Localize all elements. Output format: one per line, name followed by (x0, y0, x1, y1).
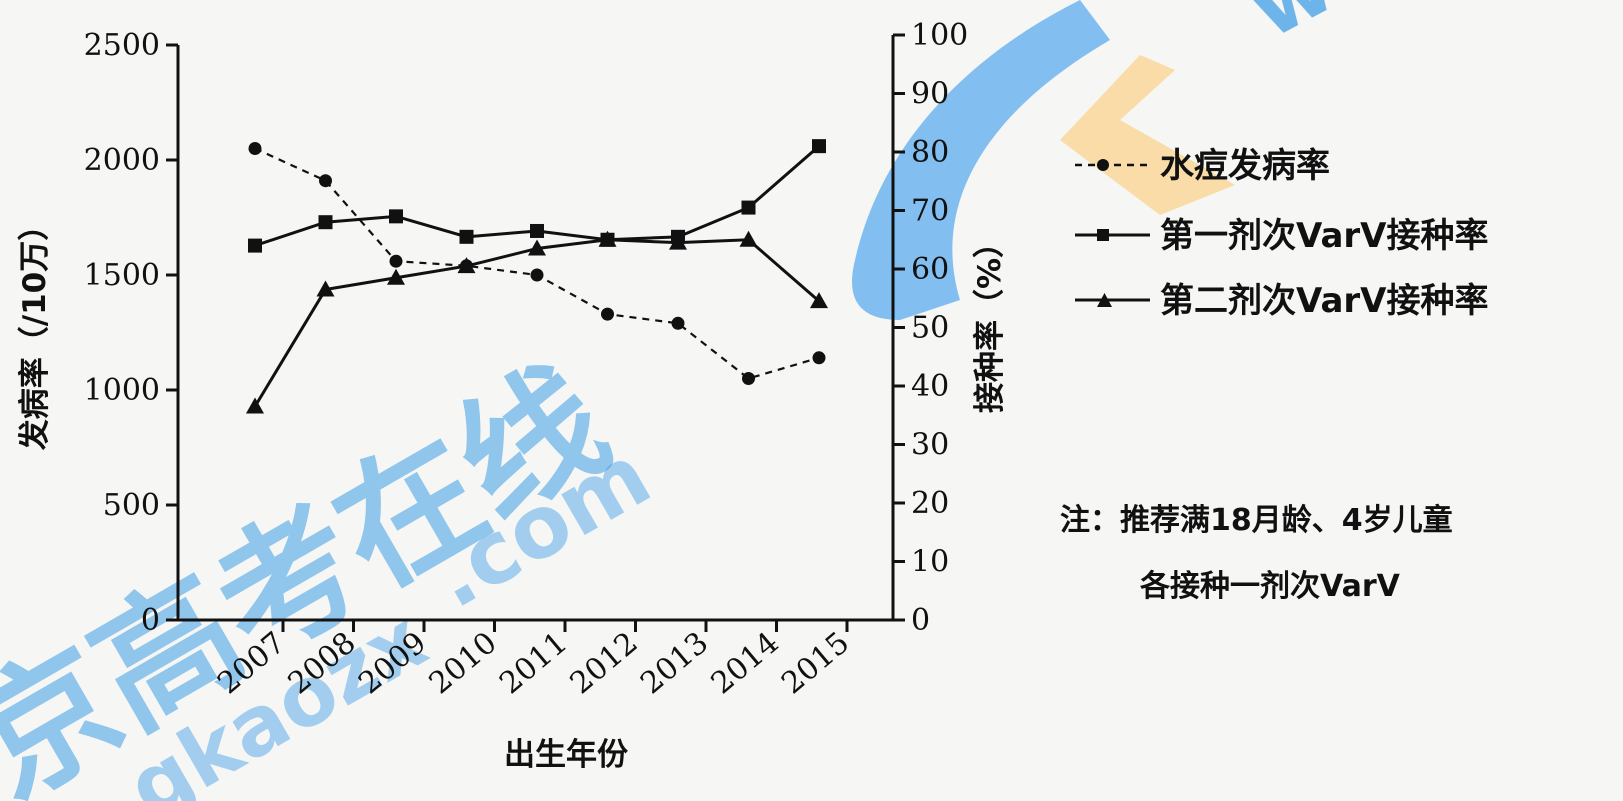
point-second-dose (669, 233, 687, 250)
left-y-tick-label: 2000 (84, 143, 160, 178)
legend-label-incidence: 水痘发病率 (1160, 146, 1330, 186)
point-second-dose (528, 239, 546, 256)
point-second-dose (246, 397, 264, 414)
point-second-dose (457, 257, 476, 274)
note-line-1: 注：推荐满18月龄、4岁儿童 (1060, 503, 1453, 538)
point-second-dose (739, 230, 758, 247)
point-first-dose (248, 238, 262, 253)
point-second-dose (316, 280, 335, 297)
point-incidence (530, 268, 544, 282)
legend-marker-first-dose (1097, 229, 1109, 241)
x-tick-label: 2010 (423, 625, 504, 701)
right-y-tick-label: 70 (911, 194, 949, 229)
legend-item-incidence: 水痘发病率 (1075, 146, 1330, 186)
right-y-tick-label: 10 (911, 545, 949, 580)
x-tick-label: 2014 (705, 625, 786, 701)
point-first-dose (389, 209, 403, 224)
left-y-tick-label: 0 (141, 603, 160, 638)
legend-label-first-dose: 第一剂次VarV接种率 (1160, 216, 1488, 256)
left-y-tick-label: 1000 (84, 373, 160, 408)
left-y-tick-label: 500 (103, 488, 160, 523)
point-second-dose (810, 292, 828, 309)
series-layer (246, 139, 828, 414)
note-line-2: 各接种一剂次VarV (1139, 569, 1401, 604)
series-second-dose (246, 230, 828, 414)
right-y-tick-label: 90 (911, 77, 949, 112)
x-axis-title: 出生年份 (504, 737, 628, 773)
right-y-tick-label: 20 (911, 486, 949, 521)
right-y-tick-label: 80 (911, 135, 949, 170)
x-tick-label: 2013 (634, 625, 715, 701)
watermark-logo-chevron (1060, 55, 1235, 215)
right-y-axis-title: 接种率（%） (972, 227, 1008, 413)
point-first-dose (530, 223, 544, 238)
point-second-dose (598, 230, 617, 247)
left-y-axis-title: 发病率（/10万） (17, 210, 53, 451)
x-tick-label: 2011 (493, 625, 574, 701)
right-y-tick-label: 40 (911, 369, 949, 404)
point-incidence (812, 351, 826, 365)
right-y-tick-label: 50 (911, 311, 949, 346)
legend-item-second-dose: 第二剂次VarV接种率 (1075, 281, 1488, 321)
point-incidence (248, 142, 262, 155)
series-first-dose (248, 139, 826, 253)
x-tick-label: 2012 (564, 625, 645, 701)
legend-marker-second-dose (1097, 293, 1112, 307)
point-first-dose (459, 229, 474, 244)
right-y-tick-label: 0 (911, 603, 930, 638)
point-incidence (671, 316, 685, 330)
series-line-incidence (254, 147, 820, 380)
right-y-tick-label: 30 (911, 428, 949, 463)
right-y-tick-label: 100 (911, 18, 968, 53)
point-first-dose (318, 215, 333, 230)
point-incidence (601, 307, 614, 321)
legend-marker-incidence (1097, 159, 1109, 171)
point-incidence (319, 174, 332, 188)
series-incidence (248, 142, 826, 385)
point-incidence (389, 254, 403, 268)
left-y-tick-label: 1500 (84, 258, 160, 293)
right-y-tick-label: 60 (911, 252, 949, 287)
left-y-tick-label: 2500 (84, 28, 160, 63)
legend: 水痘发病率 第一剂次VarV接种率 第二剂次VarV接种率 (1075, 146, 1488, 321)
point-first-dose (741, 200, 756, 215)
point-first-dose (812, 139, 826, 154)
x-tick-label: 2015 (775, 625, 856, 701)
watermark-top-right: www.g (1233, 0, 1569, 59)
legend-label-second-dose: 第二剂次VarV接种率 (1160, 281, 1488, 321)
left-y-ticks: 0 500 1000 1500 2000 2500 (84, 28, 178, 638)
point-second-dose (387, 268, 405, 285)
watermark-logo-arc (852, 0, 1110, 320)
legend-item-first-dose: 第一剂次VarV接种率 (1075, 216, 1488, 256)
right-y-ticks: 0 10 20 30 40 50 60 70 80 90 100 (893, 18, 968, 638)
point-incidence (742, 372, 755, 385)
